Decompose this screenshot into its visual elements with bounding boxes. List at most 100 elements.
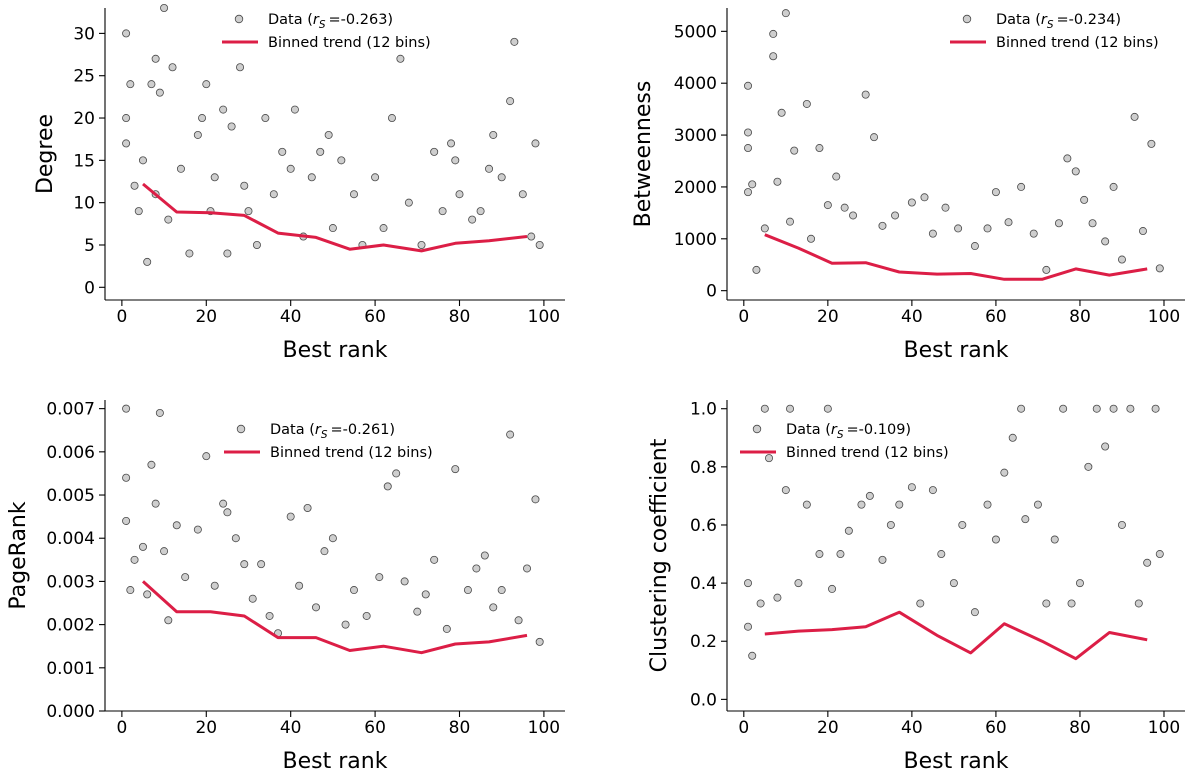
x-tick-label: 20 xyxy=(195,307,217,327)
data-point xyxy=(1147,139,1156,148)
data-point xyxy=(861,90,870,99)
data-point xyxy=(316,147,325,156)
data-point xyxy=(773,593,782,602)
data-point xyxy=(244,207,253,216)
data-point xyxy=(983,500,992,509)
legend: Data (rS =-0.263) Binned trend (12 bins) xyxy=(222,12,431,51)
data-point xyxy=(489,130,498,139)
data-point xyxy=(227,122,236,131)
legend-r-symbol: r xyxy=(831,422,838,438)
y-tick-label: 0.007 xyxy=(46,400,95,420)
data-point xyxy=(257,560,266,569)
data-point xyxy=(1117,520,1126,529)
y-tick-label: 0 xyxy=(706,282,717,302)
data-point xyxy=(857,500,866,509)
y-tick-label: 0.8 xyxy=(690,458,717,478)
data-point xyxy=(337,156,346,165)
data-point xyxy=(807,234,816,243)
x-tick-label: 40 xyxy=(901,307,923,327)
data-point xyxy=(1029,229,1038,238)
data-point xyxy=(748,180,757,189)
panel-pagerank: 0 20 40 60 80 100 0.000 0.001 0.002 0.003 0.004 0.0… xyxy=(6,400,565,770)
data-point xyxy=(1088,219,1097,228)
legend-data-main: Data ( xyxy=(786,422,831,438)
data-point xyxy=(815,550,824,559)
legend-data-main: Data ( xyxy=(270,422,315,438)
x-axis-label: Best rank xyxy=(904,749,1009,770)
y-tick-label: 4000 xyxy=(674,74,717,94)
y-tick-label: 30 xyxy=(73,24,95,44)
legend-stat: =-0.263) xyxy=(329,12,394,28)
data-point xyxy=(362,611,371,620)
data-point xyxy=(138,156,147,165)
data-point xyxy=(223,249,232,258)
data-point xyxy=(1059,404,1068,413)
data-point xyxy=(400,577,409,586)
data-point xyxy=(844,526,853,535)
data-point xyxy=(1134,599,1143,608)
data-point xyxy=(769,52,778,61)
data-point xyxy=(134,207,143,216)
data-point xyxy=(130,555,139,564)
data-point xyxy=(210,173,219,182)
data-point xyxy=(1000,468,1009,477)
data-point xyxy=(535,637,544,646)
data-point xyxy=(176,164,185,173)
x-axis-label: Best rank xyxy=(283,338,388,363)
data-point xyxy=(760,404,769,413)
legend: Data (rS =-0.109) Binned trend (12 bins) xyxy=(740,422,949,461)
panel-clustering: 0 20 40 60 80 100 0.0 0.2 0.4 0.6 0.8 1.0 Best rank C… xyxy=(647,400,1185,770)
data-point xyxy=(928,229,937,238)
y-tick-label: 1000 xyxy=(674,230,717,250)
x-tick-label: 60 xyxy=(985,718,1007,738)
y-tick-label: 25 xyxy=(73,67,95,87)
data-point xyxy=(991,188,1000,197)
data-point xyxy=(1109,182,1118,191)
data-point xyxy=(122,404,131,413)
data-point xyxy=(954,224,963,233)
data-point xyxy=(236,63,245,72)
data-point xyxy=(920,193,929,202)
legend-trend-label: Binned trend (12 bins) xyxy=(786,445,949,461)
data-point xyxy=(451,156,460,165)
trend-line xyxy=(142,182,528,253)
data-point xyxy=(928,486,937,495)
x-tick-label: 60 xyxy=(364,307,386,327)
y-tick-label: 3000 xyxy=(674,126,717,146)
data-point xyxy=(1130,112,1139,121)
data-point xyxy=(122,139,131,148)
data-point xyxy=(404,198,413,207)
data-point xyxy=(1101,442,1110,451)
data-point xyxy=(248,594,257,603)
data-point xyxy=(527,232,536,241)
data-point xyxy=(1092,404,1101,413)
legend-data-label: Data (rS =-0.261) xyxy=(270,422,395,441)
data-point xyxy=(1143,558,1152,567)
data-point xyxy=(295,581,304,590)
data-point xyxy=(379,224,388,233)
data-point xyxy=(430,555,439,564)
data-point xyxy=(958,520,967,529)
y-tick-label: 0.4 xyxy=(690,574,717,594)
data-point xyxy=(823,404,832,413)
data-point xyxy=(193,130,202,139)
y-tick-label: 10 xyxy=(73,194,95,214)
x-tick-label: 20 xyxy=(817,718,839,738)
y-tick-label: 0.004 xyxy=(46,529,95,549)
data-point xyxy=(155,408,164,417)
data-point xyxy=(442,624,451,633)
x-tick-label: 80 xyxy=(449,307,471,327)
data-point xyxy=(1008,433,1017,442)
legend-r-sub: S xyxy=(319,19,326,31)
y-tick-label: 5000 xyxy=(674,22,717,42)
legend-data-label: Data (rS =-0.234) xyxy=(996,12,1121,31)
legend-data-marker xyxy=(236,424,246,434)
data-point xyxy=(421,590,430,599)
data-point xyxy=(219,105,228,114)
x-tick-label: 60 xyxy=(364,718,386,738)
data-point xyxy=(392,469,401,478)
legend: Data (rS =-0.261) Binned trend (12 bins) xyxy=(224,422,433,461)
data-point xyxy=(143,257,152,266)
data-point xyxy=(349,190,358,199)
data-point xyxy=(341,620,350,629)
